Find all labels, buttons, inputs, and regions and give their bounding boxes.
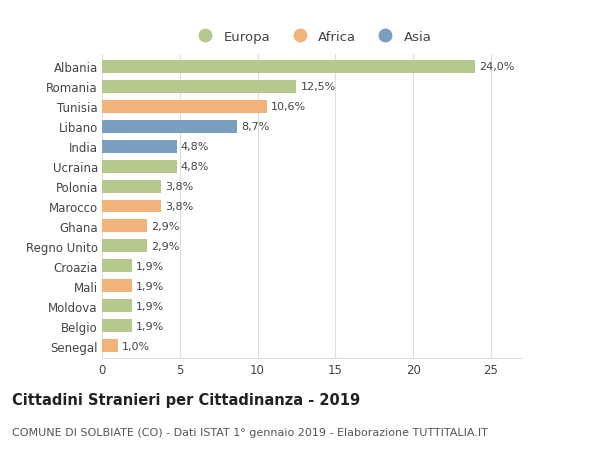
Bar xyxy=(102,160,176,173)
Text: 1,9%: 1,9% xyxy=(136,281,164,291)
Bar xyxy=(102,240,147,253)
Bar xyxy=(102,319,131,333)
Text: 1,0%: 1,0% xyxy=(121,341,149,351)
Text: 3,8%: 3,8% xyxy=(165,182,193,191)
Bar xyxy=(102,140,176,153)
Text: 4,8%: 4,8% xyxy=(181,162,209,172)
Text: 4,8%: 4,8% xyxy=(181,142,209,152)
Bar xyxy=(102,80,296,94)
Bar xyxy=(102,280,131,293)
Text: 2,9%: 2,9% xyxy=(151,222,179,231)
Bar xyxy=(102,300,131,313)
Text: 1,9%: 1,9% xyxy=(136,301,164,311)
Bar xyxy=(102,180,161,193)
Text: 1,9%: 1,9% xyxy=(136,261,164,271)
Text: 1,9%: 1,9% xyxy=(136,321,164,331)
Bar xyxy=(102,101,267,113)
Bar xyxy=(102,61,475,73)
Text: 3,8%: 3,8% xyxy=(165,202,193,212)
Text: 24,0%: 24,0% xyxy=(479,62,515,72)
Bar xyxy=(102,120,238,133)
Text: COMUNE DI SOLBIATE (CO) - Dati ISTAT 1° gennaio 2019 - Elaborazione TUTTITALIA.I: COMUNE DI SOLBIATE (CO) - Dati ISTAT 1° … xyxy=(12,427,488,437)
Text: 2,9%: 2,9% xyxy=(151,241,179,252)
Bar xyxy=(102,200,161,213)
Bar xyxy=(102,220,147,233)
Text: 8,7%: 8,7% xyxy=(241,122,269,132)
Text: 10,6%: 10,6% xyxy=(271,102,306,112)
Text: Cittadini Stranieri per Cittadinanza - 2019: Cittadini Stranieri per Cittadinanza - 2… xyxy=(12,392,360,408)
Bar xyxy=(102,260,131,273)
Bar xyxy=(102,340,118,353)
Text: 12,5%: 12,5% xyxy=(301,82,335,92)
Legend: Europa, Africa, Asia: Europa, Africa, Asia xyxy=(187,25,437,49)
